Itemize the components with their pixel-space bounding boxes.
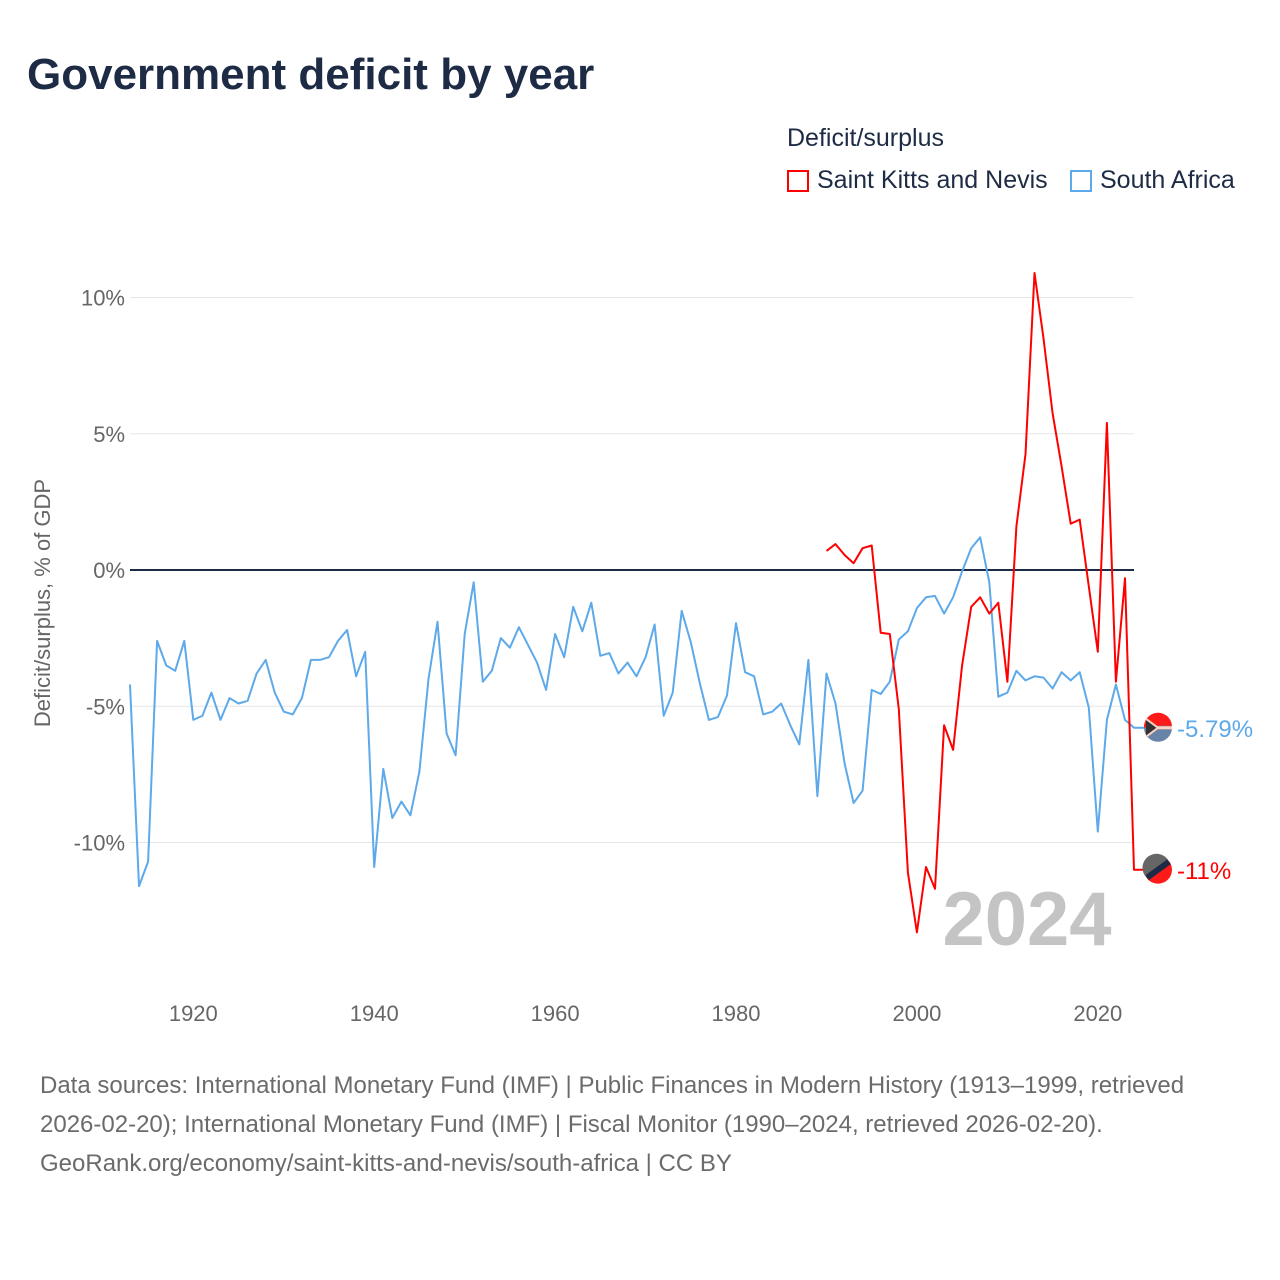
- y-axis-label: Deficit/surplus, % of GDP: [30, 479, 55, 727]
- chart-title: Government deficit by year: [27, 50, 595, 99]
- x-tick-label: 2020: [1073, 1001, 1122, 1026]
- flag-part: [1142, 853, 1168, 876]
- end-value-label: -11%: [1177, 858, 1231, 885]
- end-value-label: -5.79%: [1177, 716, 1253, 743]
- x-tick-label: 1940: [350, 1001, 399, 1026]
- legend-item-saint-kitts-and-nevis[interactable]: Saint Kitts and Nevis: [787, 166, 1048, 195]
- y-tick-label: 0%: [93, 558, 125, 583]
- y-tick-label: 10%: [81, 286, 125, 311]
- y-tick-label: 5%: [93, 422, 125, 447]
- legend-title: Deficit/surplus: [787, 124, 944, 152]
- legend-label: South Africa: [1100, 166, 1235, 194]
- year-annotation: 2024: [942, 877, 1111, 962]
- legend-item-south-africa[interactable]: South Africa: [1070, 166, 1235, 195]
- legend-label: Saint Kitts and Nevis: [817, 166, 1048, 194]
- flag-part: [1145, 859, 1171, 881]
- x-tick-label: 2000: [892, 1001, 941, 1026]
- line-chart: 10% 5% 0% -5% -10% 2024 1920 1940 1960 1980 2000 20…: [30, 272, 1253, 1026]
- footer: Data sources: International Monetary Fun…: [40, 1066, 1240, 1183]
- legend-swatch: [1070, 169, 1092, 192]
- data-sources: Data sources: International Monetary Fun…: [40, 1072, 1185, 1138]
- x-tick-label: 1920: [169, 1001, 218, 1026]
- series-line-saint-kitts-and-nevis: [825, 272, 1146, 934]
- x-tick-label: 1980: [712, 1001, 761, 1026]
- series-line-south-africa: [129, 536, 1146, 888]
- attribution: GeoRank.org/economy/saint-kitts-and-nevi…: [40, 1150, 732, 1177]
- y-tick-label: -5%: [86, 694, 125, 719]
- x-tick-label: 1960: [531, 1001, 580, 1026]
- y-tick-label: -10%: [74, 831, 125, 856]
- legend-swatch: [787, 169, 809, 192]
